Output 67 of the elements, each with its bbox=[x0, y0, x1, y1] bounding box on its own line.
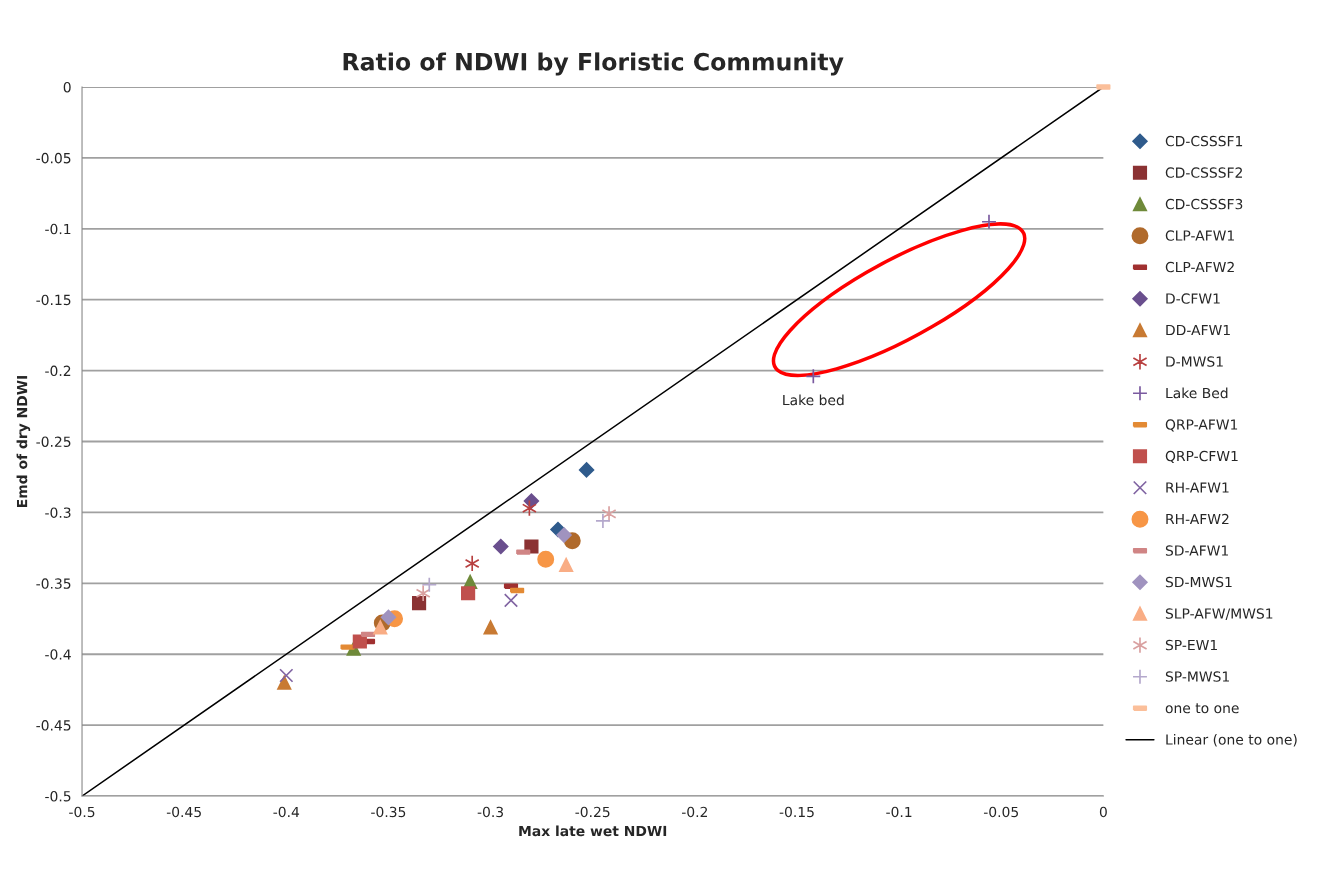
legend-label: Linear (one to one) bbox=[1166, 734, 1297, 747]
x-tick-label: -0.45 bbox=[166, 806, 201, 818]
legend-label: CD-CSSSF3 bbox=[1165, 198, 1243, 210]
point bbox=[981, 213, 997, 230]
point bbox=[464, 555, 480, 572]
y-tick-label: -0.15 bbox=[36, 294, 71, 306]
legend-label: CD-CSSSF2 bbox=[1165, 167, 1242, 178]
point bbox=[595, 513, 611, 529]
point bbox=[483, 620, 498, 635]
legend-label: RH-AFW1 bbox=[1166, 482, 1229, 493]
legend-label: SP-EW1 bbox=[1165, 639, 1217, 651]
x-tick-label: -0.15 bbox=[779, 806, 814, 818]
point bbox=[559, 557, 574, 572]
y-tick-label: -0.45 bbox=[36, 720, 71, 731]
legend-label: QRP-CFW1 bbox=[1165, 450, 1238, 463]
y-tick-label: -0.2 bbox=[45, 365, 71, 377]
legend-label: CD-CSSSF1 bbox=[1165, 135, 1243, 147]
legend-label: CLP-AFW1 bbox=[1165, 230, 1234, 241]
point bbox=[503, 593, 519, 608]
point bbox=[578, 462, 595, 478]
y-tick-label: 0 bbox=[63, 81, 71, 93]
legend-label: QRP-AFW1 bbox=[1165, 419, 1238, 432]
x-tick-label: -0.5 bbox=[69, 806, 95, 818]
legend-label: SP-MWS1 bbox=[1165, 671, 1229, 682]
legend-label: DD-AFW1 bbox=[1166, 324, 1230, 336]
point bbox=[373, 620, 388, 635]
point bbox=[279, 668, 294, 683]
x-tick-label: -0.25 bbox=[575, 806, 610, 818]
y-tick-label: -0.25 bbox=[36, 436, 71, 447]
legend-label: RH-AFW2 bbox=[1166, 513, 1229, 525]
legend-label: D-MWS1 bbox=[1166, 356, 1223, 367]
x-tick-label: -0.2 bbox=[681, 806, 707, 818]
point bbox=[537, 550, 555, 568]
point bbox=[380, 609, 397, 626]
point bbox=[556, 527, 572, 543]
y-tick-label: -0.5 bbox=[45, 791, 71, 802]
y-tick-label: -0.35 bbox=[36, 578, 71, 589]
legend-label: CLP-AFW2 bbox=[1165, 261, 1234, 273]
annotation: Lake bed bbox=[783, 394, 844, 406]
point bbox=[421, 576, 438, 593]
x-axis-title: Max late wet NDWI bbox=[519, 825, 667, 837]
point bbox=[352, 634, 367, 649]
legend-label: SD-MWS1 bbox=[1165, 576, 1232, 588]
y-tick-label: -0.1 bbox=[45, 223, 71, 235]
legend-label: SLP-AFW/MWS1 bbox=[1165, 608, 1273, 620]
legend-label: SD-AFW1 bbox=[1165, 545, 1228, 556]
y-tick-label: -0.05 bbox=[36, 152, 71, 164]
point bbox=[415, 584, 431, 602]
x-tick-label: -0.3 bbox=[477, 806, 504, 818]
y-axis-title: Emd of dry NDWI bbox=[16, 376, 31, 507]
point bbox=[277, 675, 292, 690]
chart-title: Ratio of NDWI by Floristic Community bbox=[343, 52, 844, 76]
x-tick-label: -0.05 bbox=[983, 806, 1018, 818]
point bbox=[601, 505, 617, 523]
y-tick-label: -0.3 bbox=[45, 507, 71, 518]
x-tick-label: -0.1 bbox=[886, 806, 912, 818]
point bbox=[461, 586, 476, 601]
x-tick-label: -0.4 bbox=[273, 806, 300, 818]
legend-label: Lake Bed bbox=[1166, 387, 1228, 399]
point bbox=[411, 596, 427, 611]
legend-label: one to one bbox=[1165, 703, 1239, 714]
x-tick-label: -0.35 bbox=[371, 806, 406, 818]
point bbox=[805, 368, 822, 385]
point bbox=[493, 538, 509, 555]
x-tick-label: 0 bbox=[1099, 806, 1107, 818]
legend-label: D-CFW1 bbox=[1166, 293, 1220, 304]
y-tick-label: -0.4 bbox=[45, 649, 71, 660]
